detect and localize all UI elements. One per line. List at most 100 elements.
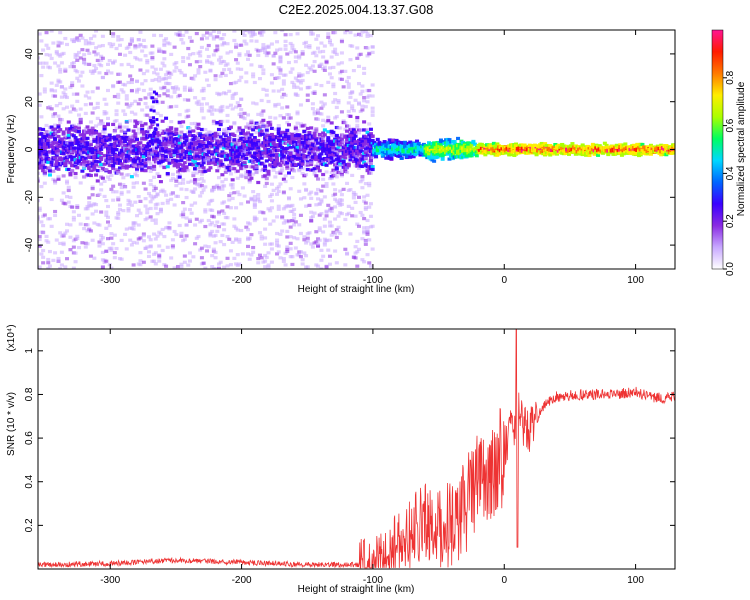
heatmap-cell (280, 166, 285, 170)
heatmap-cell (141, 181, 146, 185)
heatmap-cell (210, 229, 215, 234)
heatmap-cell (339, 202, 344, 206)
heatmap-cell (80, 138, 85, 143)
heatmap-cell (83, 144, 88, 148)
heatmap-cell (196, 234, 201, 239)
heatmap-cell (327, 144, 332, 148)
heatmap-cell (358, 210, 363, 215)
heatmap-cell (298, 255, 303, 259)
heatmap-cell (153, 186, 158, 190)
heatmap-cell (259, 237, 264, 241)
heatmap-cell (263, 217, 268, 221)
heatmap-cell (146, 191, 151, 196)
heatmap-cell (363, 182, 368, 186)
heatmap-cell (297, 153, 302, 157)
heatmap-cell (362, 195, 367, 199)
heatmap-cell (339, 77, 344, 81)
heatmap-cell (278, 143, 283, 148)
heatmap-cell (80, 241, 85, 245)
heatmap-cell (360, 178, 365, 182)
heatmap-cell (365, 193, 370, 197)
heatmap-cell (61, 174, 66, 178)
heatmap-cell (370, 113, 375, 117)
heatmap-cell (210, 139, 215, 143)
heatmap-cell (129, 136, 134, 140)
heatmap-cell (78, 56, 83, 60)
heatmap-cell (119, 257, 124, 261)
heatmap-cell (73, 146, 78, 150)
heatmap-cell (225, 113, 230, 118)
heatmap-cell (76, 129, 81, 134)
heatmap-cell (172, 203, 177, 207)
heatmap-cell (269, 42, 274, 46)
heatmap-cell (261, 162, 266, 166)
heatmap-cell (218, 140, 223, 144)
heatmap-cell (99, 157, 104, 161)
heatmap-cell (237, 52, 242, 56)
heatmap-cell (368, 127, 373, 131)
heatmap-cell (174, 61, 179, 65)
heatmap-cell (309, 30, 314, 34)
heatmap-cell (135, 90, 140, 94)
heatmap-cell (71, 215, 76, 220)
heatmap-cell (268, 120, 273, 124)
heatmap-cell (244, 125, 249, 129)
heatmap-cell (164, 77, 169, 81)
heatmap-cell (152, 232, 157, 236)
heatmap-cell (345, 30, 350, 32)
heatmap-cell (83, 94, 88, 98)
heatmap-cell (278, 55, 283, 59)
heatmap-cell (216, 210, 221, 214)
heatmap-cell (266, 169, 271, 173)
heatmap-cell (131, 227, 136, 231)
heatmap-cell (329, 55, 334, 59)
heatmap-cell (140, 108, 145, 112)
heatmap-cell (331, 82, 336, 86)
heatmap-cell (143, 161, 148, 165)
heatmap-cell (275, 152, 280, 157)
heatmap-cell (148, 194, 153, 198)
heatmap-cell (177, 181, 182, 185)
heatmap-cell (389, 156, 394, 160)
heatmap-cell (281, 221, 286, 225)
heatmap-cell (117, 158, 122, 163)
heatmap-cell (314, 82, 319, 87)
heatmap-cell (167, 42, 172, 46)
heatmap-cell (239, 202, 244, 206)
heatmap-cell (316, 177, 321, 181)
heatmap-cell (126, 128, 131, 132)
heatmap-cell (319, 100, 324, 104)
heatmap-cell (343, 121, 348, 125)
heatmap-cell (288, 152, 293, 157)
heatmap-cell (85, 136, 90, 140)
heatmap-cell (59, 41, 64, 45)
heatmap-cell (121, 165, 126, 169)
heatmap-cell (353, 245, 358, 249)
heatmap-cell (288, 116, 293, 120)
heatmap-cell (232, 139, 237, 144)
heatmap-cell (187, 53, 192, 57)
heatmap-cell (143, 204, 148, 208)
heatmap-cell (160, 227, 165, 232)
heatmap-cell (199, 246, 204, 250)
heatmap-cell (44, 168, 49, 173)
heatmap-cell (179, 262, 184, 266)
heatmap-cell (90, 134, 95, 138)
heatmap-cell (157, 139, 162, 143)
heatmap-cell (83, 156, 88, 160)
heatmap-cell (58, 70, 63, 74)
heatmap-cell (143, 54, 148, 58)
heatmap-cell (71, 39, 76, 44)
heatmap-cell (293, 50, 298, 54)
heatmap-cell (316, 197, 321, 201)
heatmap-cell (261, 46, 266, 50)
heatmap-cell (198, 248, 203, 252)
heatmap-cell (210, 112, 215, 116)
heatmap-cell (336, 151, 341, 155)
heatmap-cell (164, 146, 169, 150)
heatmap-cell (252, 203, 257, 207)
heatmap-cell (297, 162, 302, 166)
heatmap-cell (73, 260, 78, 264)
heatmap-cell (346, 162, 351, 166)
heatmap-cell (304, 204, 309, 208)
